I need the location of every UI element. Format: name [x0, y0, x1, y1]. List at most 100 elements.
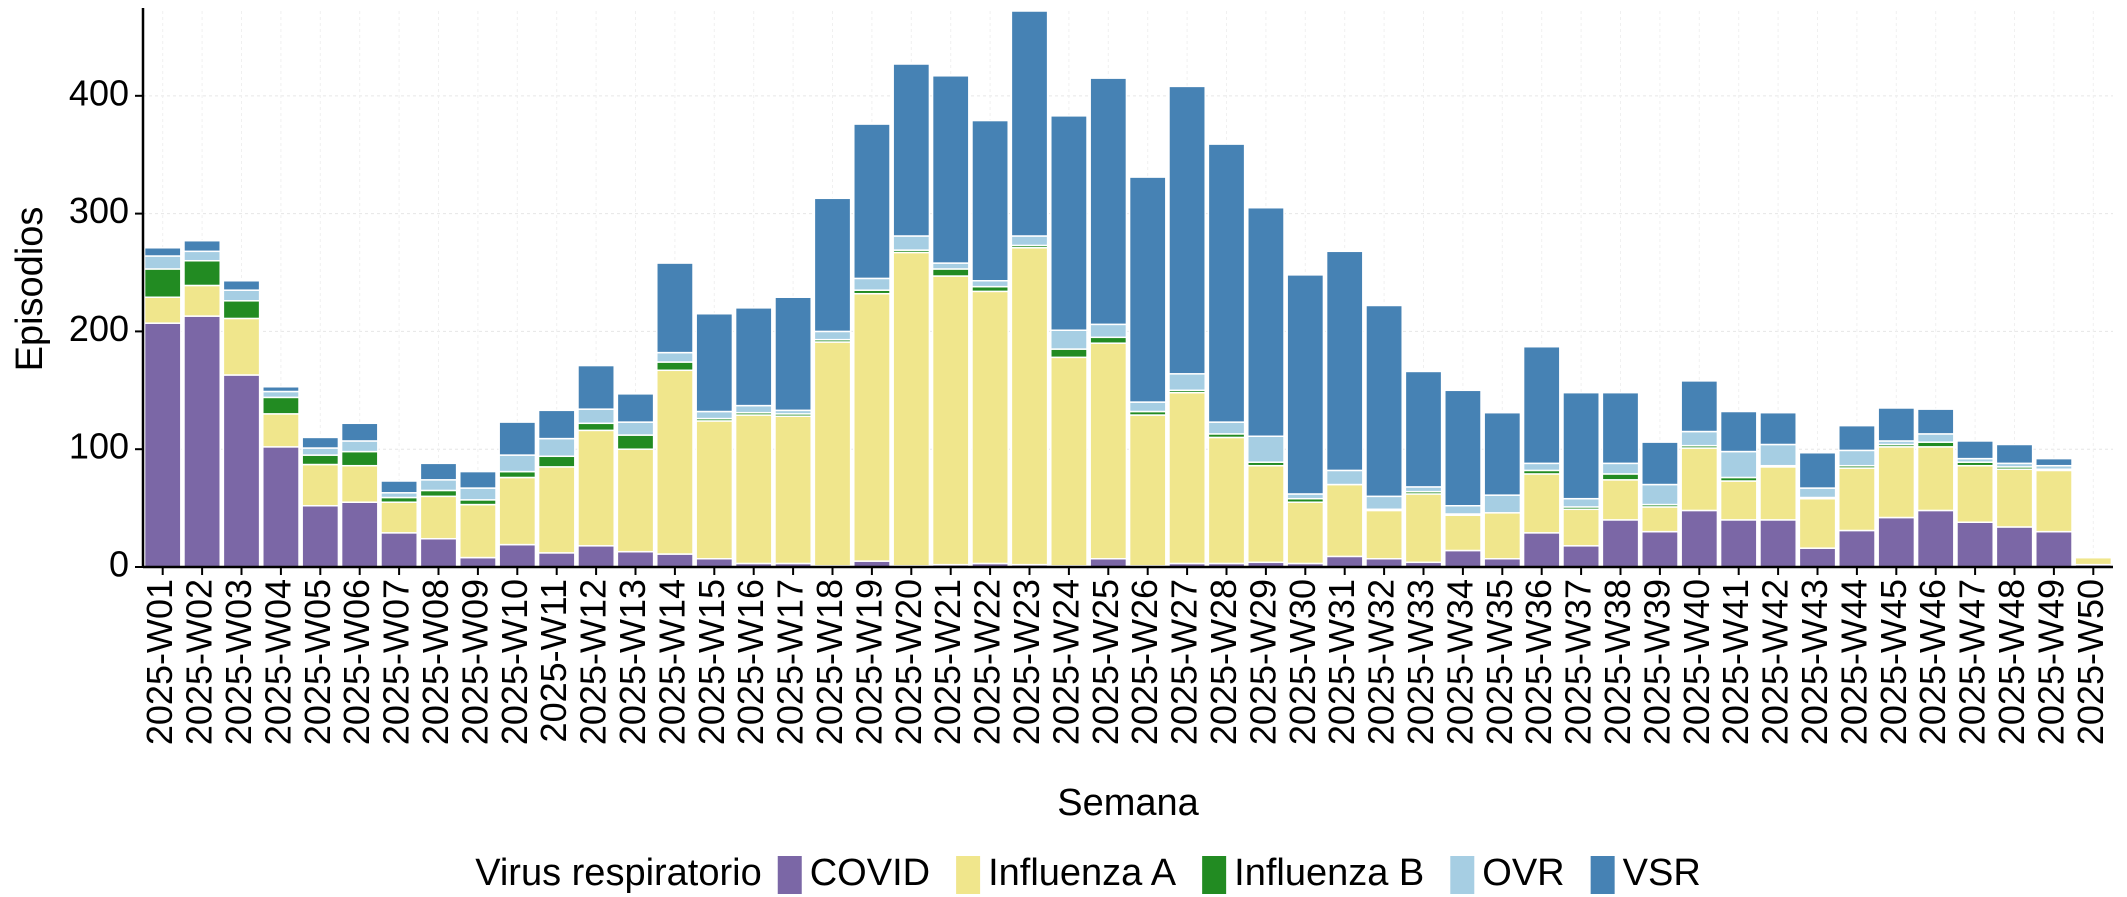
- bar-segment: [1010, 247, 1049, 566]
- legend-label: OVR: [1482, 852, 1564, 894]
- bar-segment: [419, 462, 458, 481]
- bar-segment: [1286, 501, 1325, 565]
- bar-segment: [143, 247, 182, 257]
- bar-segment: [616, 448, 655, 553]
- bar-segment: [931, 275, 970, 566]
- bar-segment: [498, 421, 537, 456]
- bar-segment: [695, 420, 734, 560]
- bar-segment: [222, 300, 261, 320]
- bar-segment: [537, 552, 576, 568]
- legend-label: COVID: [810, 852, 930, 894]
- bar-segment: [774, 415, 812, 565]
- bar-segment: [971, 290, 1009, 565]
- x-tick-label: 2025-W10: [494, 579, 535, 745]
- bar-segment: [1601, 473, 1640, 481]
- bar-segment: [1562, 545, 1600, 568]
- legend-swatch: [777, 856, 802, 894]
- bar-segment: [1247, 435, 1285, 463]
- bar-segment: [577, 429, 615, 547]
- bar-segment: [143, 322, 182, 568]
- bar-segment: [1956, 521, 1994, 568]
- bar-segment: [1010, 10, 1049, 237]
- x-tick-label: 2025-W37: [1558, 579, 1599, 745]
- y-tick-label: 0: [109, 544, 129, 585]
- x-tick-label: 2025-W11: [533, 579, 574, 742]
- bar-segment: [1641, 483, 1679, 506]
- bar-segment: [1325, 469, 1364, 486]
- bar-segment: [1325, 555, 1364, 568]
- x-tick-label: 2025-W49: [2030, 579, 2071, 745]
- y-tick-label: 100: [69, 426, 129, 467]
- legend-swatch: [1590, 856, 1615, 894]
- bar-segment: [537, 437, 576, 458]
- bar-segment: [1089, 336, 1128, 344]
- bar-segment: [2074, 556, 2113, 566]
- x-tick-label: 2025-W46: [1912, 579, 1953, 745]
- x-tick-label: 2025-W35: [1479, 579, 1520, 745]
- x-tick-label: 2025-W14: [651, 579, 692, 745]
- bar-segment: [616, 421, 655, 436]
- bar-segment: [1089, 342, 1128, 560]
- bar-segment: [656, 361, 694, 372]
- legend-swatch: [1450, 856, 1475, 894]
- y-tick-label: 300: [69, 190, 129, 231]
- bar-segment: [301, 463, 340, 507]
- bar-segment: [498, 543, 537, 568]
- bar-segment: [1995, 526, 2034, 568]
- bar-segment: [1207, 436, 1246, 565]
- x-tick-label: 2025-W43: [1794, 579, 1835, 745]
- bar-segment: [380, 501, 418, 534]
- bar-segment: [143, 296, 182, 324]
- bar-segment: [1877, 407, 1916, 442]
- bar-segment: [1247, 464, 1285, 564]
- bar-segment: [1995, 443, 2034, 465]
- bar-segment: [1916, 446, 1955, 512]
- bar-segment: [537, 409, 576, 440]
- x-tick-label: 2025-W12: [573, 579, 614, 745]
- bar-segment: [537, 455, 576, 468]
- bar-segment: [1641, 441, 1679, 486]
- bar-segment: [1168, 391, 1206, 565]
- bar-segment: [1680, 447, 1719, 512]
- bar-segment: [1798, 487, 1837, 499]
- bar-segment: [537, 466, 576, 554]
- bar-segment: [262, 386, 300, 393]
- x-tick-label: 2025-W07: [376, 579, 417, 745]
- y-tick-label: 200: [69, 308, 129, 349]
- bar-segment: [183, 284, 221, 317]
- x-tick-label: 2025-W13: [612, 579, 653, 745]
- bar-segment: [695, 312, 734, 413]
- bar-segment: [301, 454, 340, 466]
- bar-segment: [656, 553, 694, 568]
- bar-segment: [971, 119, 1009, 282]
- bar-segment: [813, 341, 852, 567]
- bar-segment: [1759, 519, 1797, 568]
- bar-segment: [143, 268, 182, 298]
- bar-segment: [813, 197, 852, 333]
- bar-segment: [262, 396, 300, 415]
- x-tick-label: 2025-W16: [730, 579, 771, 745]
- bar-segment: [971, 280, 1009, 288]
- bar-segment: [419, 495, 458, 540]
- bar-segment: [853, 277, 891, 291]
- x-tick-label: 2025-W06: [336, 579, 377, 745]
- bar-segment: [380, 480, 418, 494]
- x-tick-label: 2025-W33: [1400, 579, 1441, 745]
- bar-segment: [892, 251, 931, 567]
- bar-segment: [2035, 469, 2073, 533]
- bar-segment: [1798, 451, 1837, 489]
- y-tick-label: 400: [69, 72, 129, 113]
- bar-segment: [1168, 373, 1206, 392]
- bar-segment: [222, 280, 261, 291]
- bar-segment: [1641, 530, 1679, 568]
- bar-segment: [1050, 329, 1088, 350]
- x-tick-label: 2025-W38: [1597, 579, 1638, 745]
- bar-segment: [1404, 493, 1443, 564]
- x-tick-label: 2025-W36: [1518, 579, 1559, 745]
- bar-segment: [1838, 424, 1876, 452]
- bar-segment: [1089, 77, 1128, 326]
- bar-segment: [2035, 457, 2073, 467]
- bar-segment: [380, 532, 418, 568]
- bar-segment: [577, 545, 615, 568]
- bar-segment: [1168, 85, 1206, 375]
